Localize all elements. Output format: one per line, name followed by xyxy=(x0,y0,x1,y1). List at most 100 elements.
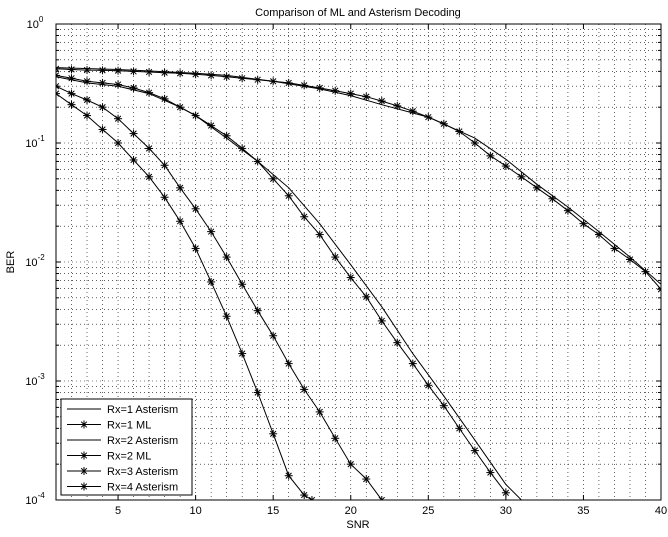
series-5-point xyxy=(191,204,200,213)
legend-item: Rx=3 Asterism xyxy=(67,466,178,478)
series-2-point xyxy=(517,172,526,181)
series-5-point xyxy=(377,496,386,500)
series-5-point xyxy=(98,103,107,112)
series-2-point xyxy=(455,127,464,136)
legend-swatch-marker xyxy=(80,420,88,429)
series-2 xyxy=(56,64,661,294)
series-4-point xyxy=(145,88,154,97)
series-5-point xyxy=(222,253,231,262)
series-6-point xyxy=(191,244,200,253)
series-2-point xyxy=(145,68,154,77)
series-5-point xyxy=(269,331,278,340)
series-3 xyxy=(56,76,522,500)
y-tick-label: 10-1 xyxy=(25,134,45,150)
series-2-point xyxy=(331,86,340,95)
legend-item: Rx=2 Asterism xyxy=(67,435,178,447)
x-tick-label: 25 xyxy=(422,505,434,517)
series-2-point xyxy=(362,92,371,101)
x-tick-label: 5 xyxy=(115,505,121,517)
legend-item: Rx=1 Asterism xyxy=(67,404,178,416)
series-4-point xyxy=(67,74,76,83)
y-tick-label: 100 xyxy=(27,15,44,31)
series-2-point xyxy=(114,66,123,75)
series-4-point xyxy=(470,446,479,455)
series-4-point xyxy=(408,359,417,368)
series-6-point xyxy=(67,100,76,109)
series-layer xyxy=(56,64,661,500)
legend-item: Rx=2 ML xyxy=(67,451,151,463)
series-2-point xyxy=(67,65,76,74)
x-axis-title: SNR xyxy=(346,519,369,531)
series-5-point xyxy=(160,161,169,170)
series-6-point xyxy=(98,125,107,134)
series-4-point xyxy=(98,78,107,87)
series-2-point xyxy=(393,101,402,110)
series-4-point xyxy=(83,77,92,86)
series-6-point xyxy=(207,277,216,286)
series-2-point xyxy=(83,66,92,75)
series-2-point xyxy=(269,77,278,86)
series-5-point xyxy=(253,306,262,315)
legend-label: Rx=4 Asterism xyxy=(107,482,178,494)
legend-label: Rx=1 ML xyxy=(107,420,151,432)
x-tick-label: 20 xyxy=(345,505,357,517)
series-4-point xyxy=(129,83,138,92)
series-5 xyxy=(56,82,386,500)
legend: Rx=1 Asterism Rx=1 ML Rx=2 Asterism Rx=2 ML… xyxy=(60,398,193,496)
series-2-point xyxy=(501,162,510,171)
series-4-point xyxy=(455,424,464,433)
series-2-point xyxy=(284,78,293,87)
series-4-point xyxy=(160,94,169,103)
series-2-point xyxy=(160,68,169,77)
series-5-point xyxy=(114,114,123,123)
series-2-point xyxy=(657,285,661,294)
legend-swatch-marker xyxy=(80,451,88,460)
series-4-point xyxy=(222,131,231,140)
series-2-point xyxy=(486,151,495,160)
x-tick-label: 40 xyxy=(655,505,667,517)
series-4-point xyxy=(393,338,402,347)
series-6-point xyxy=(145,172,154,181)
series-4-point xyxy=(253,157,262,166)
series-2-point xyxy=(408,107,417,116)
series-5-point xyxy=(176,183,185,192)
series-2-line xyxy=(56,68,661,290)
legend-swatch-marker xyxy=(80,467,88,475)
series-5-line xyxy=(56,85,383,500)
series-2-point xyxy=(641,267,650,276)
x-tick-label: 15 xyxy=(267,505,279,517)
legend-item: Rx=1 ML xyxy=(67,420,151,432)
series-6-point xyxy=(238,349,247,358)
series-5-point xyxy=(145,144,154,153)
series-2-point xyxy=(176,69,185,78)
y-axis-title: BER xyxy=(5,251,17,274)
series-2-point xyxy=(207,71,216,80)
x-tick-label: 35 xyxy=(577,505,589,517)
series-4-point xyxy=(315,230,324,239)
series-6-point xyxy=(222,312,231,321)
series-4-point xyxy=(346,273,355,282)
series-2-point xyxy=(610,244,619,253)
series-5-point xyxy=(238,280,247,289)
series-2-point xyxy=(98,66,107,75)
series-2-point xyxy=(253,75,262,84)
series-4-point xyxy=(486,468,495,477)
series-6-point xyxy=(307,496,316,500)
series-5-point xyxy=(129,129,138,138)
series-5-point xyxy=(331,434,340,443)
series-4-point xyxy=(191,111,200,120)
series-5-point xyxy=(315,407,324,416)
series-6-point xyxy=(56,89,60,98)
series-4-point xyxy=(114,80,123,89)
series-5-point xyxy=(67,89,76,98)
y-tick-label: 10-3 xyxy=(25,372,45,388)
series-2-point xyxy=(238,74,247,83)
series-2-point xyxy=(439,119,448,128)
chart-title: Comparison of ML and Asterism Decoding xyxy=(255,7,461,19)
series-5-point xyxy=(207,227,216,236)
series-4-point xyxy=(176,103,185,112)
legend-box xyxy=(60,398,193,496)
series-4-point xyxy=(269,174,278,183)
series-4-point xyxy=(439,401,448,410)
series-4-point xyxy=(56,71,60,80)
